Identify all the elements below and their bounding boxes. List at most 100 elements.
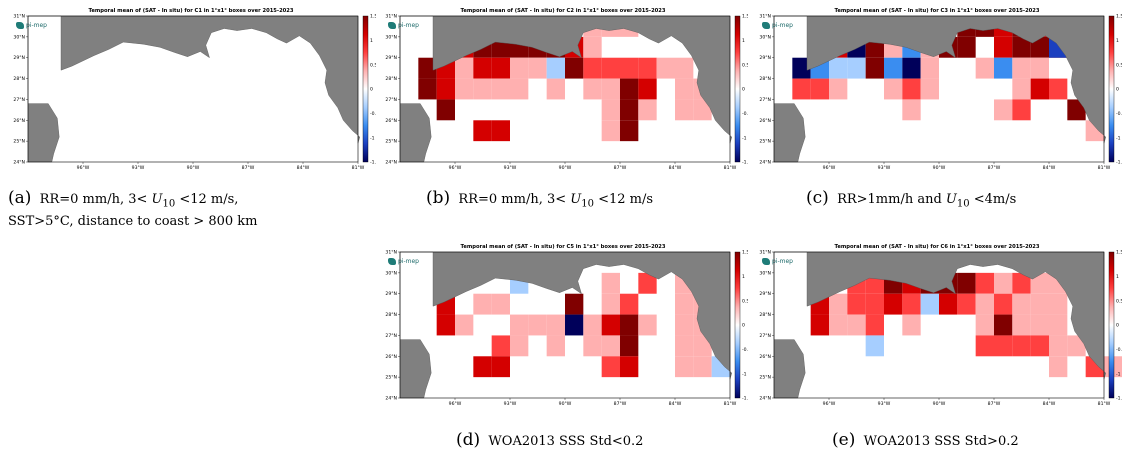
lat-label: 30°N xyxy=(385,270,397,276)
lat-label: 25°N xyxy=(759,139,771,145)
grid-cell xyxy=(792,57,811,79)
grid-cell xyxy=(1049,78,1068,100)
grid-cell xyxy=(473,78,492,100)
lat-label: 29°N xyxy=(385,291,397,297)
lon-label: 81°W xyxy=(1098,165,1111,171)
lat-label: 31°N xyxy=(385,14,397,20)
grid-cell xyxy=(902,99,921,121)
grid-cell xyxy=(565,293,584,315)
pimep-logo-icon xyxy=(762,22,770,29)
grid-cell xyxy=(865,335,884,357)
map-svg: 31°N 30°N 29°N 28°N 27°N 26°N 25°N 24°N 96°W 93°W… xyxy=(385,14,748,172)
colorbar-tick-label: -1 xyxy=(1116,371,1121,377)
colorbar-tick-label: -0.5 xyxy=(742,347,748,353)
grid-cell xyxy=(675,99,694,121)
grid-cell xyxy=(546,314,565,336)
grid-cell xyxy=(957,36,976,58)
pimep-logo: pi-mep xyxy=(762,258,793,265)
lat-label: 25°N xyxy=(759,375,771,381)
colorbar xyxy=(362,15,369,163)
lat-label: 29°N xyxy=(759,55,771,61)
colorbar xyxy=(1108,251,1115,399)
land-us xyxy=(774,15,1107,144)
grid-cell xyxy=(902,78,921,100)
map-panel-c: Temporal mean of (SAT - In situ) for C3 … xyxy=(752,8,1122,180)
caption-line: RR>1mm/h and U10 <4m/s xyxy=(837,192,1017,210)
caption-line: WOA2013 SSS Std<0.2 xyxy=(488,434,644,449)
grid-cell xyxy=(675,314,694,336)
grid-cell xyxy=(510,57,529,79)
lat-label: 30°N xyxy=(385,34,397,40)
grid-cell xyxy=(620,78,639,100)
grid-cell xyxy=(920,293,939,315)
grid-cell xyxy=(902,293,921,315)
lat-label: 27°N xyxy=(759,97,771,103)
grid-cell xyxy=(601,99,620,121)
lat-label: 24°N xyxy=(759,396,771,402)
grid-cell xyxy=(994,99,1013,121)
grid-cell xyxy=(491,120,510,142)
grid-cell xyxy=(491,293,510,315)
grid-cell xyxy=(546,57,565,79)
grid-cell xyxy=(491,57,510,79)
pimep-logo: pi-mep xyxy=(762,22,793,29)
grid-cell xyxy=(1030,57,1049,79)
lon-label: 84°W xyxy=(1043,401,1056,407)
caption-tag: (d) xyxy=(456,430,481,450)
caption-line: RR=0 mm/h, 3< U10 <12 m/s, xyxy=(39,192,239,210)
grid-cell xyxy=(638,272,657,294)
caption-tag: (e) xyxy=(832,430,856,450)
grid-cell xyxy=(473,356,492,378)
pimep-logo-icon xyxy=(388,258,396,265)
colorbar-tick-label: -0.5 xyxy=(370,111,376,117)
map-svg: 31°N 30°N 29°N 28°N 27°N 26°N 25°N 24°N 96°W 93°W… xyxy=(759,14,1122,172)
grid-cell xyxy=(583,335,602,357)
lat-label: 27°N xyxy=(385,97,397,103)
grid-cell xyxy=(1012,293,1031,315)
grid-cell xyxy=(1049,335,1068,357)
map-svg: 31°N 30°N 29°N 28°N 27°N 26°N 25°N 24°N 96°W 93°W… xyxy=(13,14,376,172)
grid-cell xyxy=(1067,99,1086,121)
pimep-logo-text: pi-mep xyxy=(26,22,47,29)
colorbar-tick-label: -1.5 xyxy=(1116,160,1122,166)
grid-cell xyxy=(810,78,829,100)
map-panel-a: Temporal mean of (SAT - In situ) for C1 … xyxy=(6,8,376,180)
lon-label: 81°W xyxy=(724,401,737,407)
grid-cell xyxy=(528,57,547,79)
colorbar-tick-label: -0.5 xyxy=(742,111,748,117)
pimep-logo-text: pi-mep xyxy=(398,22,419,29)
panel-title: Temporal mean of (SAT - In situ) for C1 … xyxy=(88,8,294,14)
lon-label: 81°W xyxy=(352,165,365,171)
grid-cell xyxy=(601,314,620,336)
grid-cell xyxy=(792,78,811,100)
pimep-logo-icon xyxy=(388,22,396,29)
lat-label: 30°N xyxy=(13,34,25,40)
grid-cell xyxy=(884,57,903,79)
lat-label: 26°N xyxy=(13,118,25,124)
grid-cell xyxy=(620,356,639,378)
pimep-logo-icon xyxy=(16,22,24,29)
colorbar-tick-label: 1.5 xyxy=(1116,14,1122,20)
grid-cell xyxy=(994,272,1013,294)
grid-cell xyxy=(1030,335,1049,357)
grid-cell xyxy=(656,57,675,79)
grid-cell xyxy=(975,293,994,315)
grid-cell xyxy=(675,57,694,79)
lon-label: 84°W xyxy=(297,165,310,171)
grid-cell xyxy=(638,57,657,79)
grid-cell xyxy=(583,57,602,79)
caption-e: (e) WOA2013 SSS Std>0.2 xyxy=(832,432,1019,450)
lon-label: 90°W xyxy=(559,401,572,407)
pimep-logo: pi-mep xyxy=(388,22,419,29)
grid-cell xyxy=(829,293,848,315)
colorbar-tick-label: 0.5 xyxy=(742,62,748,68)
colorbar-tick-label: 1 xyxy=(742,38,745,44)
grid-cell xyxy=(473,293,492,315)
lon-label: 96°W xyxy=(449,401,462,407)
land-us xyxy=(400,251,733,380)
grid-cell xyxy=(1067,335,1086,357)
lon-label: 84°W xyxy=(1043,165,1056,171)
lat-label: 28°N xyxy=(385,76,397,82)
grid-cell xyxy=(546,78,565,100)
grid-cell xyxy=(620,120,639,142)
